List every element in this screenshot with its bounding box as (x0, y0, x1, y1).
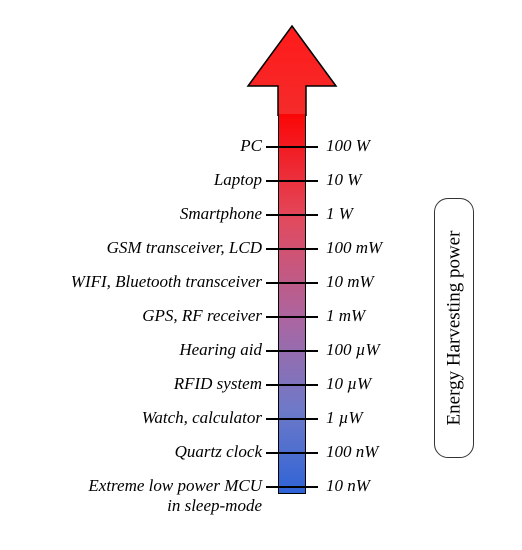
power-label: 10 µW (326, 374, 371, 394)
power-label: 10 W (326, 170, 361, 190)
device-label: Watch, calculator (142, 408, 262, 428)
tick-mark (266, 214, 318, 216)
tick-mark (266, 452, 318, 454)
device-label: RFID system (174, 374, 262, 394)
device-label: Smartphone (180, 204, 262, 224)
tick-mark (266, 282, 318, 284)
power-label: 1 µW (326, 408, 363, 428)
device-label: WIFI, Bluetooth transceiver (71, 272, 262, 292)
tick-mark (266, 146, 318, 148)
side-caption-text: Energy Harvesting power (443, 231, 465, 426)
power-label: 100 W (326, 136, 370, 156)
power-label: 100 mW (326, 238, 382, 258)
tick-mark (266, 180, 318, 182)
tick-mark (266, 248, 318, 250)
tick-mark (266, 384, 318, 386)
arrow-shaft (278, 114, 306, 494)
tick-mark (266, 418, 318, 420)
device-label: Quartz clock (175, 442, 262, 462)
tick-mark (266, 350, 318, 352)
tick-mark (266, 486, 318, 488)
power-label: 10 mW (326, 272, 374, 292)
tick-mark (266, 316, 318, 318)
side-caption-box: Energy Harvesting power (434, 198, 474, 458)
device-label: GPS, RF receiver (142, 306, 262, 326)
device-label: PC (240, 136, 262, 156)
power-label: 10 nW (326, 476, 370, 496)
power-label: 1 mW (326, 306, 365, 326)
device-label: Extreme low power MCUin sleep-mode (32, 476, 262, 515)
arrow-head (246, 24, 338, 116)
device-label: GSM transceiver, LCD (107, 238, 262, 258)
diagram-container: PC 100 W Laptop 10 W Smartphone 1 W GSM transc… (0, 0, 522, 550)
device-label: Hearing aid (179, 340, 262, 360)
power-label: 1 W (326, 204, 353, 224)
power-label: 100 µW (326, 340, 380, 360)
power-label: 100 nW (326, 442, 378, 462)
device-label: Laptop (214, 170, 262, 190)
